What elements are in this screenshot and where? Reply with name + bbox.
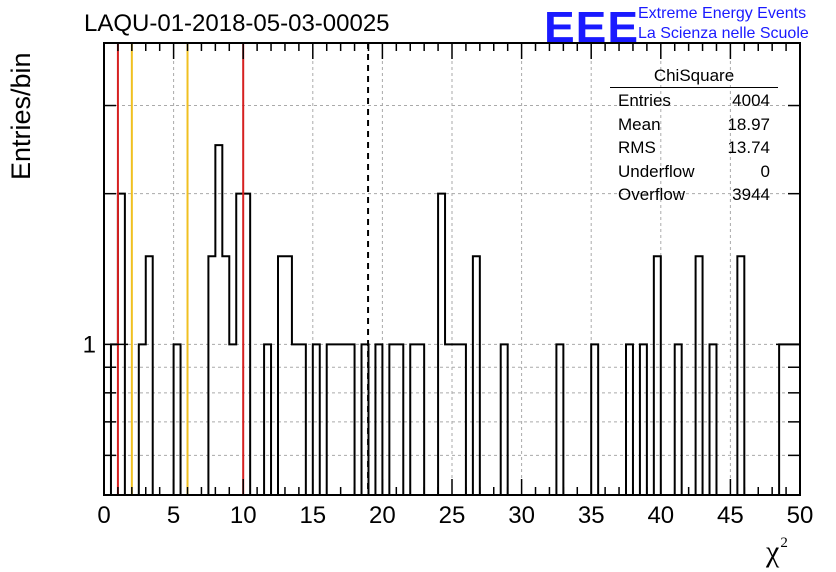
stats-label: Mean	[618, 114, 661, 134]
stats-row-overflow: Overflow 3944	[610, 183, 778, 207]
histogram-bin	[313, 344, 320, 495]
x-tick-label: 25	[439, 502, 466, 529]
stats-label: RMS	[618, 138, 656, 157]
histogram-bin	[236, 194, 243, 495]
x-tick-label: 30	[508, 502, 535, 529]
stats-value: 13.74	[727, 138, 770, 157]
histogram-bin	[243, 194, 250, 495]
histogram-bin	[348, 344, 355, 495]
histogram-bin	[139, 344, 146, 495]
logo-text: Extreme Energy Events La Scienza nelle S…	[638, 4, 809, 44]
histogram-bin	[341, 344, 348, 495]
stats-label: Underflow	[618, 161, 695, 181]
histogram-bin	[334, 344, 341, 495]
histogram-bin	[675, 344, 682, 495]
histogram-bin	[737, 256, 744, 495]
histogram-bin	[410, 344, 417, 495]
histogram-bin	[222, 256, 229, 495]
histogram-bin	[501, 344, 508, 495]
histogram-bin	[710, 344, 717, 495]
histogram-bin	[696, 256, 703, 495]
y-axis-label: Entries/bin	[6, 52, 36, 180]
histogram-bin	[640, 344, 647, 495]
x-tick-label: 45	[717, 502, 744, 529]
histogram-bin	[174, 344, 181, 495]
x-tick-label: 10	[230, 502, 257, 529]
histogram-bin	[327, 344, 334, 495]
histogram-bin	[396, 344, 403, 495]
logo-line-2: La Scienza nelle Scuole	[638, 25, 809, 42]
histogram-bin	[264, 344, 271, 495]
stats-row-rms: RMS 13.74	[610, 136, 778, 160]
stats-value: 18.97	[727, 114, 770, 134]
histogram-bin	[654, 256, 661, 495]
histogram-bin	[375, 344, 382, 495]
x-axis-label: χ2	[766, 535, 788, 569]
y-tick-label: 1	[83, 331, 96, 358]
stats-label: Overflow	[618, 185, 686, 204]
histogram-bin	[417, 344, 424, 495]
histogram-bin	[215, 145, 222, 495]
x-tick-label: 20	[369, 502, 396, 529]
histogram-bin	[278, 256, 285, 495]
histogram-bin	[452, 344, 459, 495]
histogram-bin	[389, 344, 396, 495]
histogram-bin	[556, 344, 563, 495]
stats-title: ChiSquare	[610, 66, 778, 88]
stats-label: Entries	[618, 91, 671, 110]
stats-row-underflow: Underflow 0	[610, 160, 778, 184]
histogram-bin	[285, 256, 292, 495]
chart-title: LAQU-01-2018-05-03-00025	[84, 10, 390, 37]
x-axis-label-superscript: 2	[780, 535, 788, 551]
histogram-bin	[473, 256, 480, 495]
x-tick-label: 15	[299, 502, 326, 529]
x-tick-label: 40	[647, 502, 674, 529]
stats-box: ChiSquare Entries 4004 Mean 18.97 RMS 13…	[610, 66, 778, 207]
stats-row-mean: Mean 18.97	[610, 113, 778, 137]
x-tick-label: 0	[97, 502, 110, 529]
stats-value: 4004	[732, 91, 770, 110]
eee-logo-mark: EEE	[544, 2, 640, 52]
x-tick-label: 35	[578, 502, 605, 529]
stats-value: 3944	[732, 185, 770, 204]
histogram-bin	[779, 344, 786, 495]
histogram-bin	[591, 344, 598, 495]
x-tick-label: 50	[787, 502, 814, 529]
histogram-bin	[208, 256, 215, 495]
histogram-bin	[626, 344, 633, 495]
histogram-bin	[299, 344, 306, 495]
histogram-bin	[292, 344, 299, 495]
logo-line-1: Extreme Energy Events	[638, 5, 807, 22]
histogram-bin	[146, 256, 153, 495]
x-tick-label: 5	[167, 502, 180, 529]
stats-row-entries: Entries 4004	[610, 89, 778, 113]
histogram-bin	[229, 344, 236, 495]
x-axis-label-base: χ	[766, 535, 780, 568]
stats-value: 0	[760, 161, 770, 181]
histogram-bin	[445, 344, 452, 495]
histogram-bin	[459, 344, 466, 495]
histogram-bin	[438, 194, 445, 495]
